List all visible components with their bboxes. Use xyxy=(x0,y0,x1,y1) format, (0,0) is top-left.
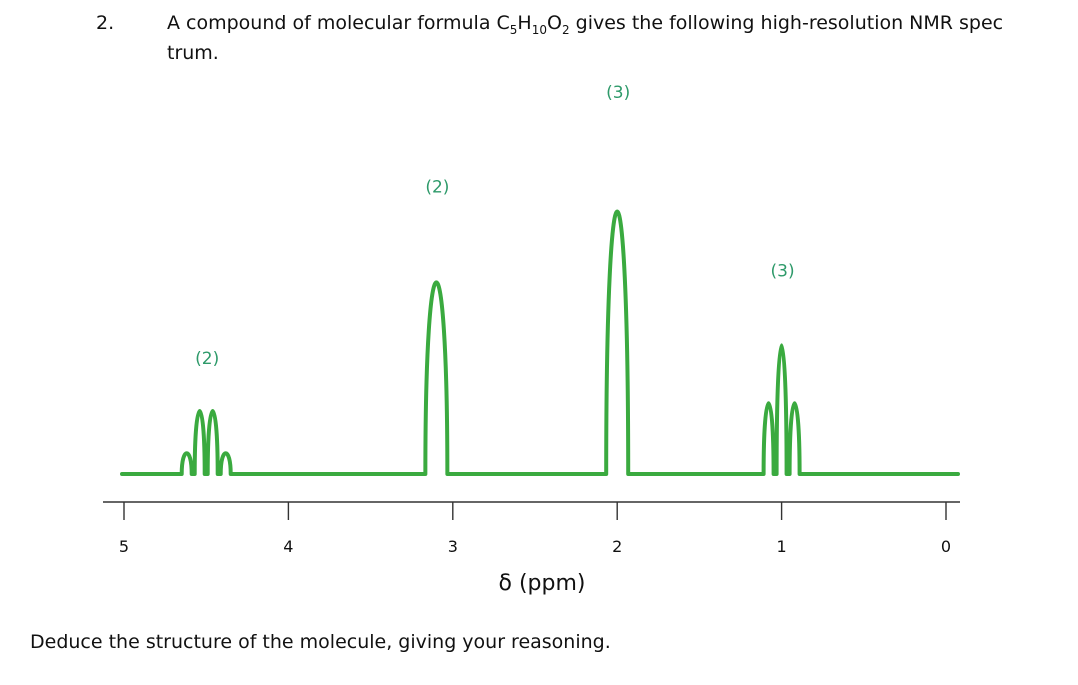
formula-h: H xyxy=(517,12,532,34)
instruction-text: Deduce the structure of the molecule, gi… xyxy=(30,631,611,653)
integration-label: (3) xyxy=(771,262,795,282)
spectrum-trace xyxy=(120,209,960,476)
x-tick-label: 1 xyxy=(777,537,787,556)
integration-label: (3) xyxy=(606,83,630,103)
x-tick-label: 0 xyxy=(941,537,951,556)
formula-o: O xyxy=(547,12,562,34)
formula-subscript-o: 2 xyxy=(561,23,570,37)
question-text-start: A compound of molecular formula C xyxy=(167,12,510,34)
x-tick-label: 5 xyxy=(119,537,129,556)
question-number: 2. xyxy=(96,12,115,34)
integration-label: (2) xyxy=(425,178,449,198)
x-axis-label: δ (ppm) xyxy=(499,571,586,596)
question-text-end: gives the following high-resolution NMR … xyxy=(167,12,1004,64)
x-tick-label: 2 xyxy=(612,537,622,556)
x-tick-label: 4 xyxy=(283,537,293,556)
question-text: A compound of molecular formula C5H10O2 … xyxy=(167,8,1027,68)
formula-subscript-h: 10 xyxy=(531,23,547,37)
x-tick-label: 3 xyxy=(448,537,458,556)
integration-label: (2) xyxy=(195,349,219,369)
formula-subscript-c: 5 xyxy=(509,23,518,37)
